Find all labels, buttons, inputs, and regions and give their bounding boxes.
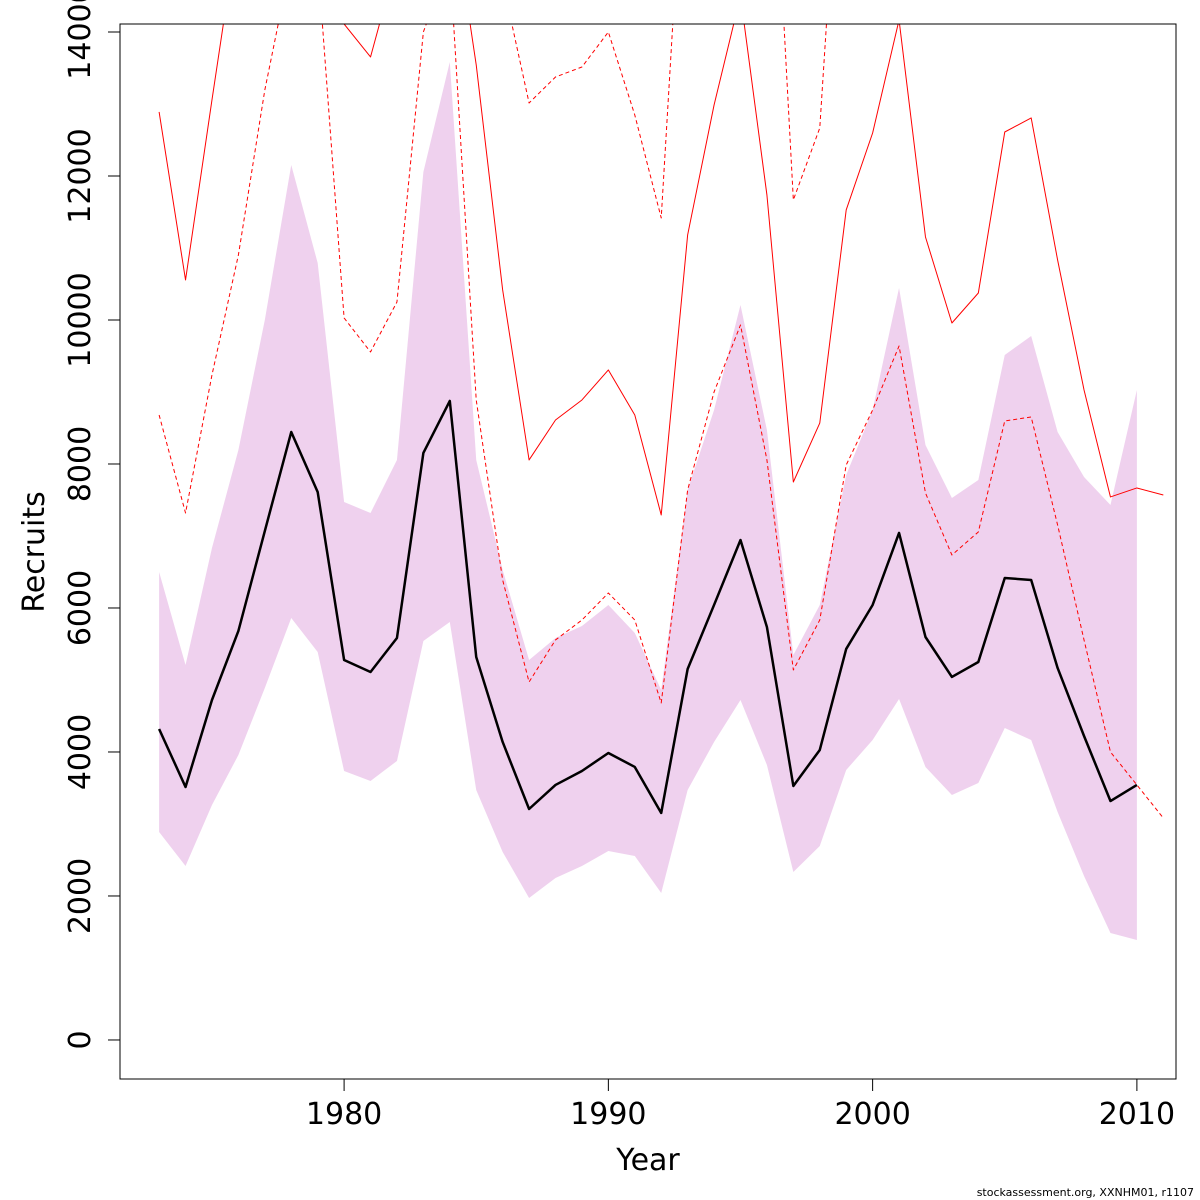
x-tick-label: 2000 — [834, 1097, 910, 1132]
y-tick-label: 0 — [63, 1030, 98, 1049]
y-tick-label: 14000 — [63, 0, 98, 80]
x-tick-label: 2010 — [1099, 1097, 1175, 1132]
series-line — [511, 24, 827, 219]
x-axis-label: Year — [615, 1143, 680, 1178]
y-tick-label: 2000 — [63, 858, 98, 934]
x-tick-label: 1990 — [570, 1097, 646, 1132]
y-axis-label: Recruits — [17, 491, 52, 613]
y-tick-label: 6000 — [63, 570, 98, 646]
y-tick-label: 10000 — [63, 272, 98, 367]
plot-area — [157, 24, 1164, 940]
confidence-band — [159, 62, 1137, 940]
x-tick-label: 1980 — [306, 1097, 382, 1132]
footer: stockassessment.org, XXNHM01, r1107 — [977, 1186, 1194, 1199]
series-line — [158, 24, 1164, 516]
series-line — [158, 24, 1164, 819]
y-tick-label: 12000 — [63, 128, 98, 223]
y-tick-label: 4000 — [63, 714, 98, 790]
y-tick-label: 8000 — [63, 426, 98, 502]
series-line — [157, 399, 1138, 815]
